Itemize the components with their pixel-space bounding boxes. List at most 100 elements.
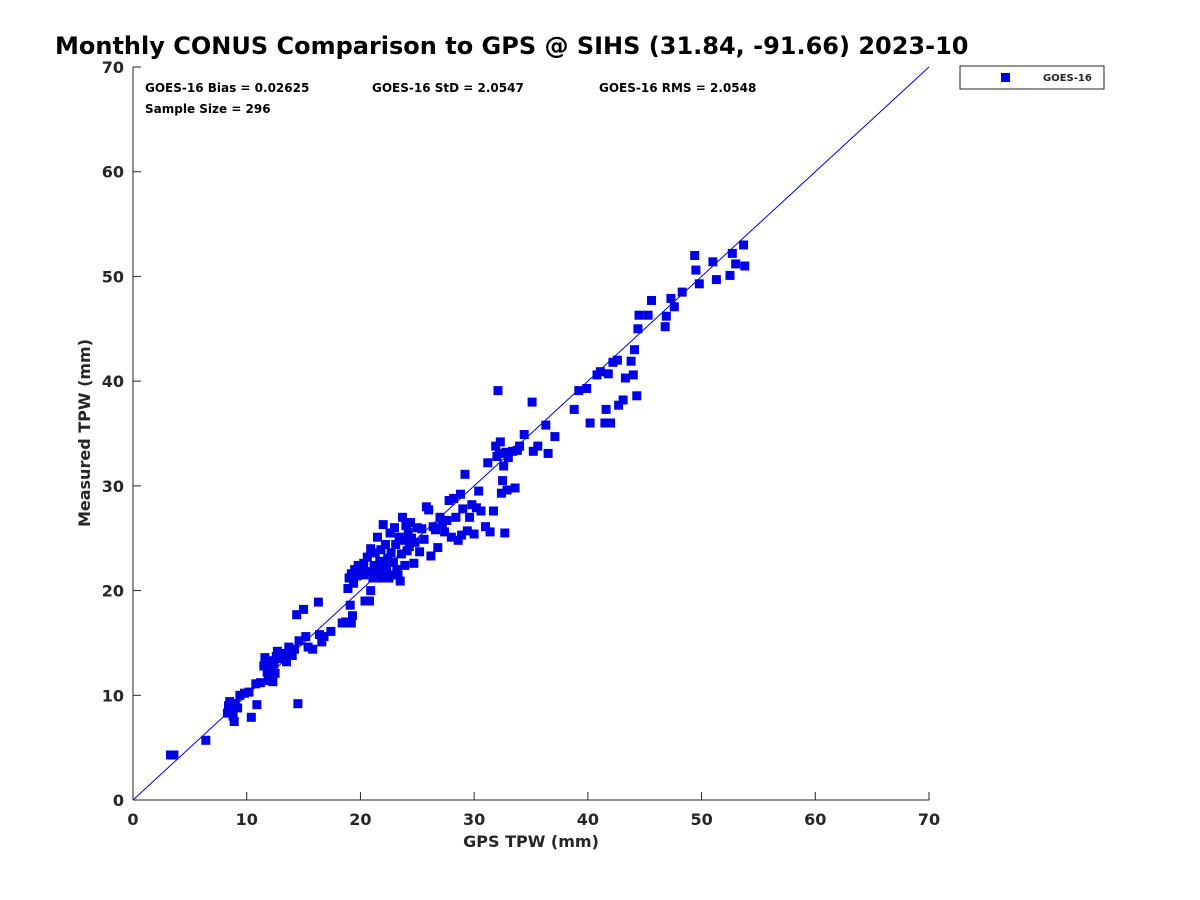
data-point (373, 532, 382, 542)
data-point (661, 311, 671, 321)
data-point (740, 261, 750, 271)
data-point (431, 525, 440, 535)
data-point (346, 618, 356, 628)
data-point (739, 240, 749, 250)
data-point (690, 251, 700, 260)
data-point (550, 432, 560, 442)
data-point (359, 570, 369, 580)
data-point (677, 287, 687, 297)
data-point (451, 512, 461, 522)
data-point (731, 259, 741, 269)
data-point (499, 461, 509, 471)
data-point (493, 386, 503, 396)
data-point (694, 279, 704, 289)
x-tick-label: 60 (804, 810, 826, 829)
data-point (442, 515, 452, 525)
data-point (395, 576, 405, 586)
data-point (225, 697, 235, 707)
y-tick-label: 40 (102, 372, 124, 391)
axes-frame (132, 67, 929, 801)
data-point (370, 548, 380, 558)
data-point (711, 275, 721, 285)
data-point (363, 567, 373, 577)
legend-entry-label: GOES-16 (1043, 73, 1092, 84)
data-point (406, 518, 415, 527)
data-point (382, 565, 392, 575)
data-point (317, 637, 327, 647)
data-point (574, 386, 584, 396)
x-tick-label: 30 (463, 810, 485, 829)
data-point (727, 248, 737, 258)
data-point (348, 611, 357, 621)
data-point (491, 441, 501, 451)
data-point (387, 570, 397, 580)
data-point (515, 441, 525, 451)
data-point (620, 373, 630, 383)
data-point (255, 678, 265, 688)
data-point (424, 505, 434, 515)
data-point (633, 324, 643, 334)
data-point (246, 712, 256, 722)
data-point (290, 644, 299, 654)
data-point (660, 322, 670, 332)
data-point (282, 657, 291, 667)
data-point (503, 453, 513, 463)
data-point (376, 545, 386, 555)
legend: GOES-16 (959, 65, 1105, 90)
data-point (239, 688, 249, 698)
data-point (349, 578, 359, 588)
data-point (435, 512, 445, 522)
legend-box (959, 65, 1105, 90)
data-point (326, 626, 336, 636)
data-point (419, 534, 429, 544)
data-point (269, 659, 279, 669)
data-point (481, 522, 490, 532)
data-point (276, 654, 286, 664)
data-point (603, 369, 613, 379)
data-point (489, 506, 498, 516)
data-point (483, 458, 493, 468)
data-point (313, 597, 323, 607)
y-axis-ticks: 0 10 20 30 40 50 60 70 (102, 58, 141, 810)
legend-marker-icon (1001, 73, 1010, 82)
data-point (634, 310, 644, 320)
data-markers (166, 240, 750, 760)
data-point (345, 600, 355, 610)
data-point (708, 257, 718, 267)
x-tick-label: 50 (690, 810, 712, 829)
data-point (614, 400, 624, 410)
y-tick-label: 70 (102, 58, 124, 77)
data-point (388, 557, 398, 567)
data-point (226, 704, 236, 714)
data-point (201, 735, 211, 745)
data-point (410, 537, 420, 547)
data-point (341, 617, 351, 627)
x-tick-label: 10 (236, 810, 258, 829)
data-point (270, 668, 280, 678)
data-point (569, 404, 579, 414)
data-point (612, 355, 622, 365)
data-point (628, 370, 638, 380)
data-point (391, 540, 401, 549)
data-point (409, 558, 419, 568)
data-point (643, 310, 653, 320)
data-point (404, 542, 414, 552)
data-point (268, 677, 278, 687)
data-point (301, 632, 311, 642)
data-point (533, 441, 543, 451)
data-point (601, 404, 611, 414)
rms-annotation: GOES-16 RMS = 2.0548 (599, 81, 756, 95)
data-point (228, 711, 238, 721)
data-point (669, 302, 679, 312)
data-point (543, 448, 553, 458)
y-axis-label: Measured TPW (mm) (75, 339, 94, 527)
data-point (396, 549, 406, 559)
data-point (508, 446, 518, 456)
data-point (666, 293, 676, 303)
data-point (527, 397, 537, 407)
data-point (378, 520, 388, 530)
data-point (476, 506, 486, 516)
data-point (541, 420, 551, 430)
bias-annotation: GOES-16 Bias = 0.02625 (145, 81, 309, 95)
